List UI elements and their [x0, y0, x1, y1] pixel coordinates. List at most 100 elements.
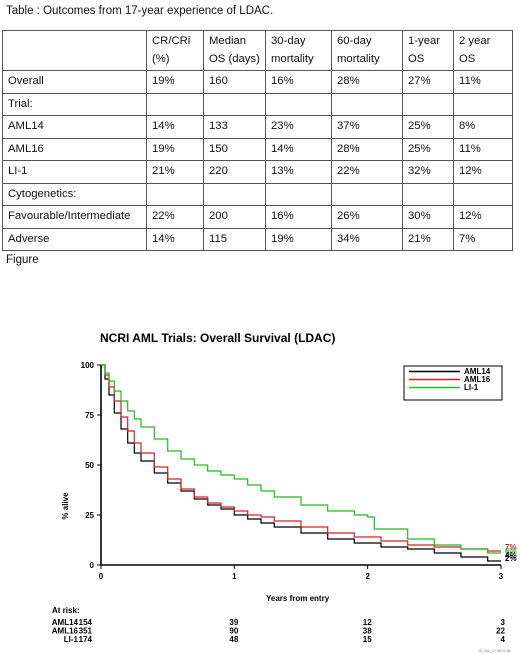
table-cell: 133 [203, 115, 266, 139]
table-cell: AML14 [2, 115, 147, 139]
y-tick-label: 75 [85, 411, 94, 420]
legend-label: AML14 [464, 367, 491, 376]
at-risk-label: At risk: [52, 606, 80, 615]
table-row: LI-1 21% 220 13% 22% 32% 12% [2, 160, 513, 184]
table-cell: 23% [265, 115, 332, 139]
end-labels: 7%6%4%2% [505, 543, 517, 563]
table-cell: 115 [203, 227, 266, 251]
header-cell: 1-year OS [402, 30, 454, 71]
at-risk-row-label: AML14 [52, 618, 79, 627]
table-cell: 19% [146, 137, 204, 161]
at-risk-value: 154 [79, 618, 93, 627]
y-tick-label: 0 [90, 561, 95, 570]
legend-label: AML16 [464, 375, 491, 384]
table-cell: 7% [453, 227, 513, 251]
at-risk-value: 48 [229, 635, 238, 644]
table-cell: 16% [265, 70, 332, 94]
end-label: 6% [505, 547, 517, 556]
table-row: Adverse 14% 115 19% 34% 21% 7% [2, 227, 513, 251]
y-tick-label: 50 [85, 461, 94, 470]
series-line-aml16 [101, 364, 501, 552]
axes-layer: 0 25 50 75 100 0 1 2 3 [81, 361, 504, 581]
at-risk-value: 90 [229, 627, 238, 636]
table-cell: 30% [402, 205, 454, 229]
x-axis-label: Years from entry [266, 594, 330, 603]
at-risk-row-label: AML16 [52, 627, 79, 636]
table-cell: 11% [453, 137, 513, 161]
header-cell: 60-day mortality [331, 30, 403, 71]
header-cell [2, 30, 147, 71]
header-cell: 2 year OS [453, 30, 513, 71]
at-risk-value: 174 [79, 635, 93, 644]
x-tick-label: 3 [499, 572, 504, 581]
figure-label: Figure [6, 254, 39, 266]
at-risk-value: 4 [501, 635, 506, 644]
table-cell: 21% [402, 227, 454, 251]
x-tick-label: 1 [232, 572, 237, 581]
table-cell: 21% [146, 160, 204, 184]
x-tick-label: 2 [365, 572, 370, 581]
at-risk-value: 15 [363, 635, 372, 644]
y-tick-label: 100 [81, 361, 95, 370]
table-cell: 14% [265, 137, 332, 161]
header-cell: CR/CRi (%) [146, 30, 204, 71]
chart-title: NCRI AML Trials: Overall Survival (LDAC) [100, 331, 335, 345]
table-cell: Favourable/Intermediate [2, 205, 147, 229]
table-cell: 34% [331, 227, 403, 251]
table-section-cytogenetics: Cytogenetics: [2, 182, 513, 206]
table-cell: 26% [331, 205, 403, 229]
table-cell: 22% [331, 160, 403, 184]
section-label: Cytogenetics: [2, 182, 147, 206]
table-cell: 37% [331, 115, 403, 139]
table-row: AML16 19% 150 14% 28% 25% 11% [2, 137, 513, 161]
table-cell: 13% [265, 160, 332, 184]
table-cell: 12% [453, 160, 513, 184]
survival-chart: NCRI AML Trials: Overall Survival (LDAC)… [52, 331, 517, 653]
table-cell: 200 [203, 205, 266, 229]
at-risk-value: 12 [363, 618, 372, 627]
table-caption: Table : Outcomes from 17-year experience… [6, 5, 274, 17]
series-line-li-1 [101, 364, 501, 554]
header-cell: Median OS (days) [203, 30, 266, 71]
table-cell: 220 [203, 160, 266, 184]
table-cell: 25% [402, 137, 454, 161]
table-row-overall: Overall 19% 160 16% 28% 27% 11% [2, 70, 513, 94]
table-cell: 14% [146, 227, 204, 251]
table-cell: AML16 [2, 137, 147, 161]
table-cell: Adverse [2, 227, 147, 251]
table-cell: 14% [146, 115, 204, 139]
section-label: Trial: [2, 92, 147, 116]
table-cell: 28% [331, 70, 403, 94]
at-risk-value: 3 [501, 618, 506, 627]
at-risk-value: 351 [79, 627, 93, 636]
table-cell: 27% [402, 70, 454, 94]
series-layer [101, 364, 501, 562]
table-row: AML14 14% 133 23% 37% 25% 8% [2, 115, 513, 139]
table-header-row: CR/CRi (%) Median OS (days) 30-day mortalit… [2, 30, 513, 71]
y-tick-label: 25 [85, 511, 94, 520]
at-risk-row-label: LI-1 [64, 635, 79, 644]
end-label: 7% [505, 543, 517, 552]
table-cell: 28% [331, 137, 403, 161]
table-cell: 22% [146, 205, 204, 229]
at-risk-value: 22 [496, 627, 505, 636]
table-cell: 32% [402, 160, 454, 184]
table-cell: 8% [453, 115, 513, 139]
y-axis-label: % alive [61, 492, 70, 520]
table-cell: 150 [203, 137, 266, 161]
table-cell: 12% [453, 205, 513, 229]
table-row: Favourable/Intermediate 22% 200 16% 26% … [2, 205, 513, 229]
outcomes-table: CR/CRi (%) Median OS (days) 30-day mortalit… [2, 30, 513, 251]
x-tick-label: 0 [99, 572, 104, 581]
legend-label: LI-1 [464, 383, 479, 392]
table-cell: 11% [453, 70, 513, 94]
end-label: 2% [505, 554, 517, 563]
table-cell: Overall [2, 70, 147, 94]
table-cell: LI-1 [2, 160, 147, 184]
timestamp-stamp: 19_JUL_17 08:01:36 [478, 649, 511, 653]
header-cell: 30-day mortality [265, 30, 332, 71]
at-risk-value: 38 [363, 627, 372, 636]
at-risk-value: 39 [229, 618, 238, 627]
